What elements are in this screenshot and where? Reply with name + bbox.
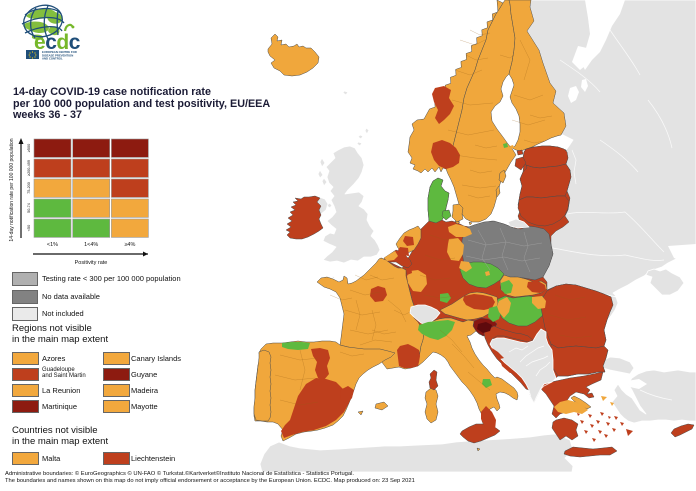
svg-text:≥200-499: ≥200-499 xyxy=(27,160,31,176)
svg-text:Positivity rate: Positivity rate xyxy=(75,260,108,266)
svg-text:AND CONTROL: AND CONTROL xyxy=(42,57,63,61)
svg-text:75-200: 75-200 xyxy=(27,182,31,194)
svg-text:EUROPEAN CENTRE FOR: EUROPEAN CENTRE FOR xyxy=(42,50,77,54)
svg-text:DISEASE PREVENTION: DISEASE PREVENTION xyxy=(42,53,73,57)
svg-text:ecdc: ecdc xyxy=(34,31,81,54)
svg-text:<50: <50 xyxy=(27,225,31,231)
svg-text:≥500: ≥500 xyxy=(27,144,31,152)
svg-text:1<4%: 1<4% xyxy=(84,242,98,248)
svg-text:≥4%: ≥4% xyxy=(124,242,135,248)
svg-text:50-74: 50-74 xyxy=(27,203,31,213)
svg-text:14-day notification rate per 1: 14-day notification rate per 100 000 pop… xyxy=(9,138,15,241)
svg-text:<1%: <1% xyxy=(47,242,58,248)
